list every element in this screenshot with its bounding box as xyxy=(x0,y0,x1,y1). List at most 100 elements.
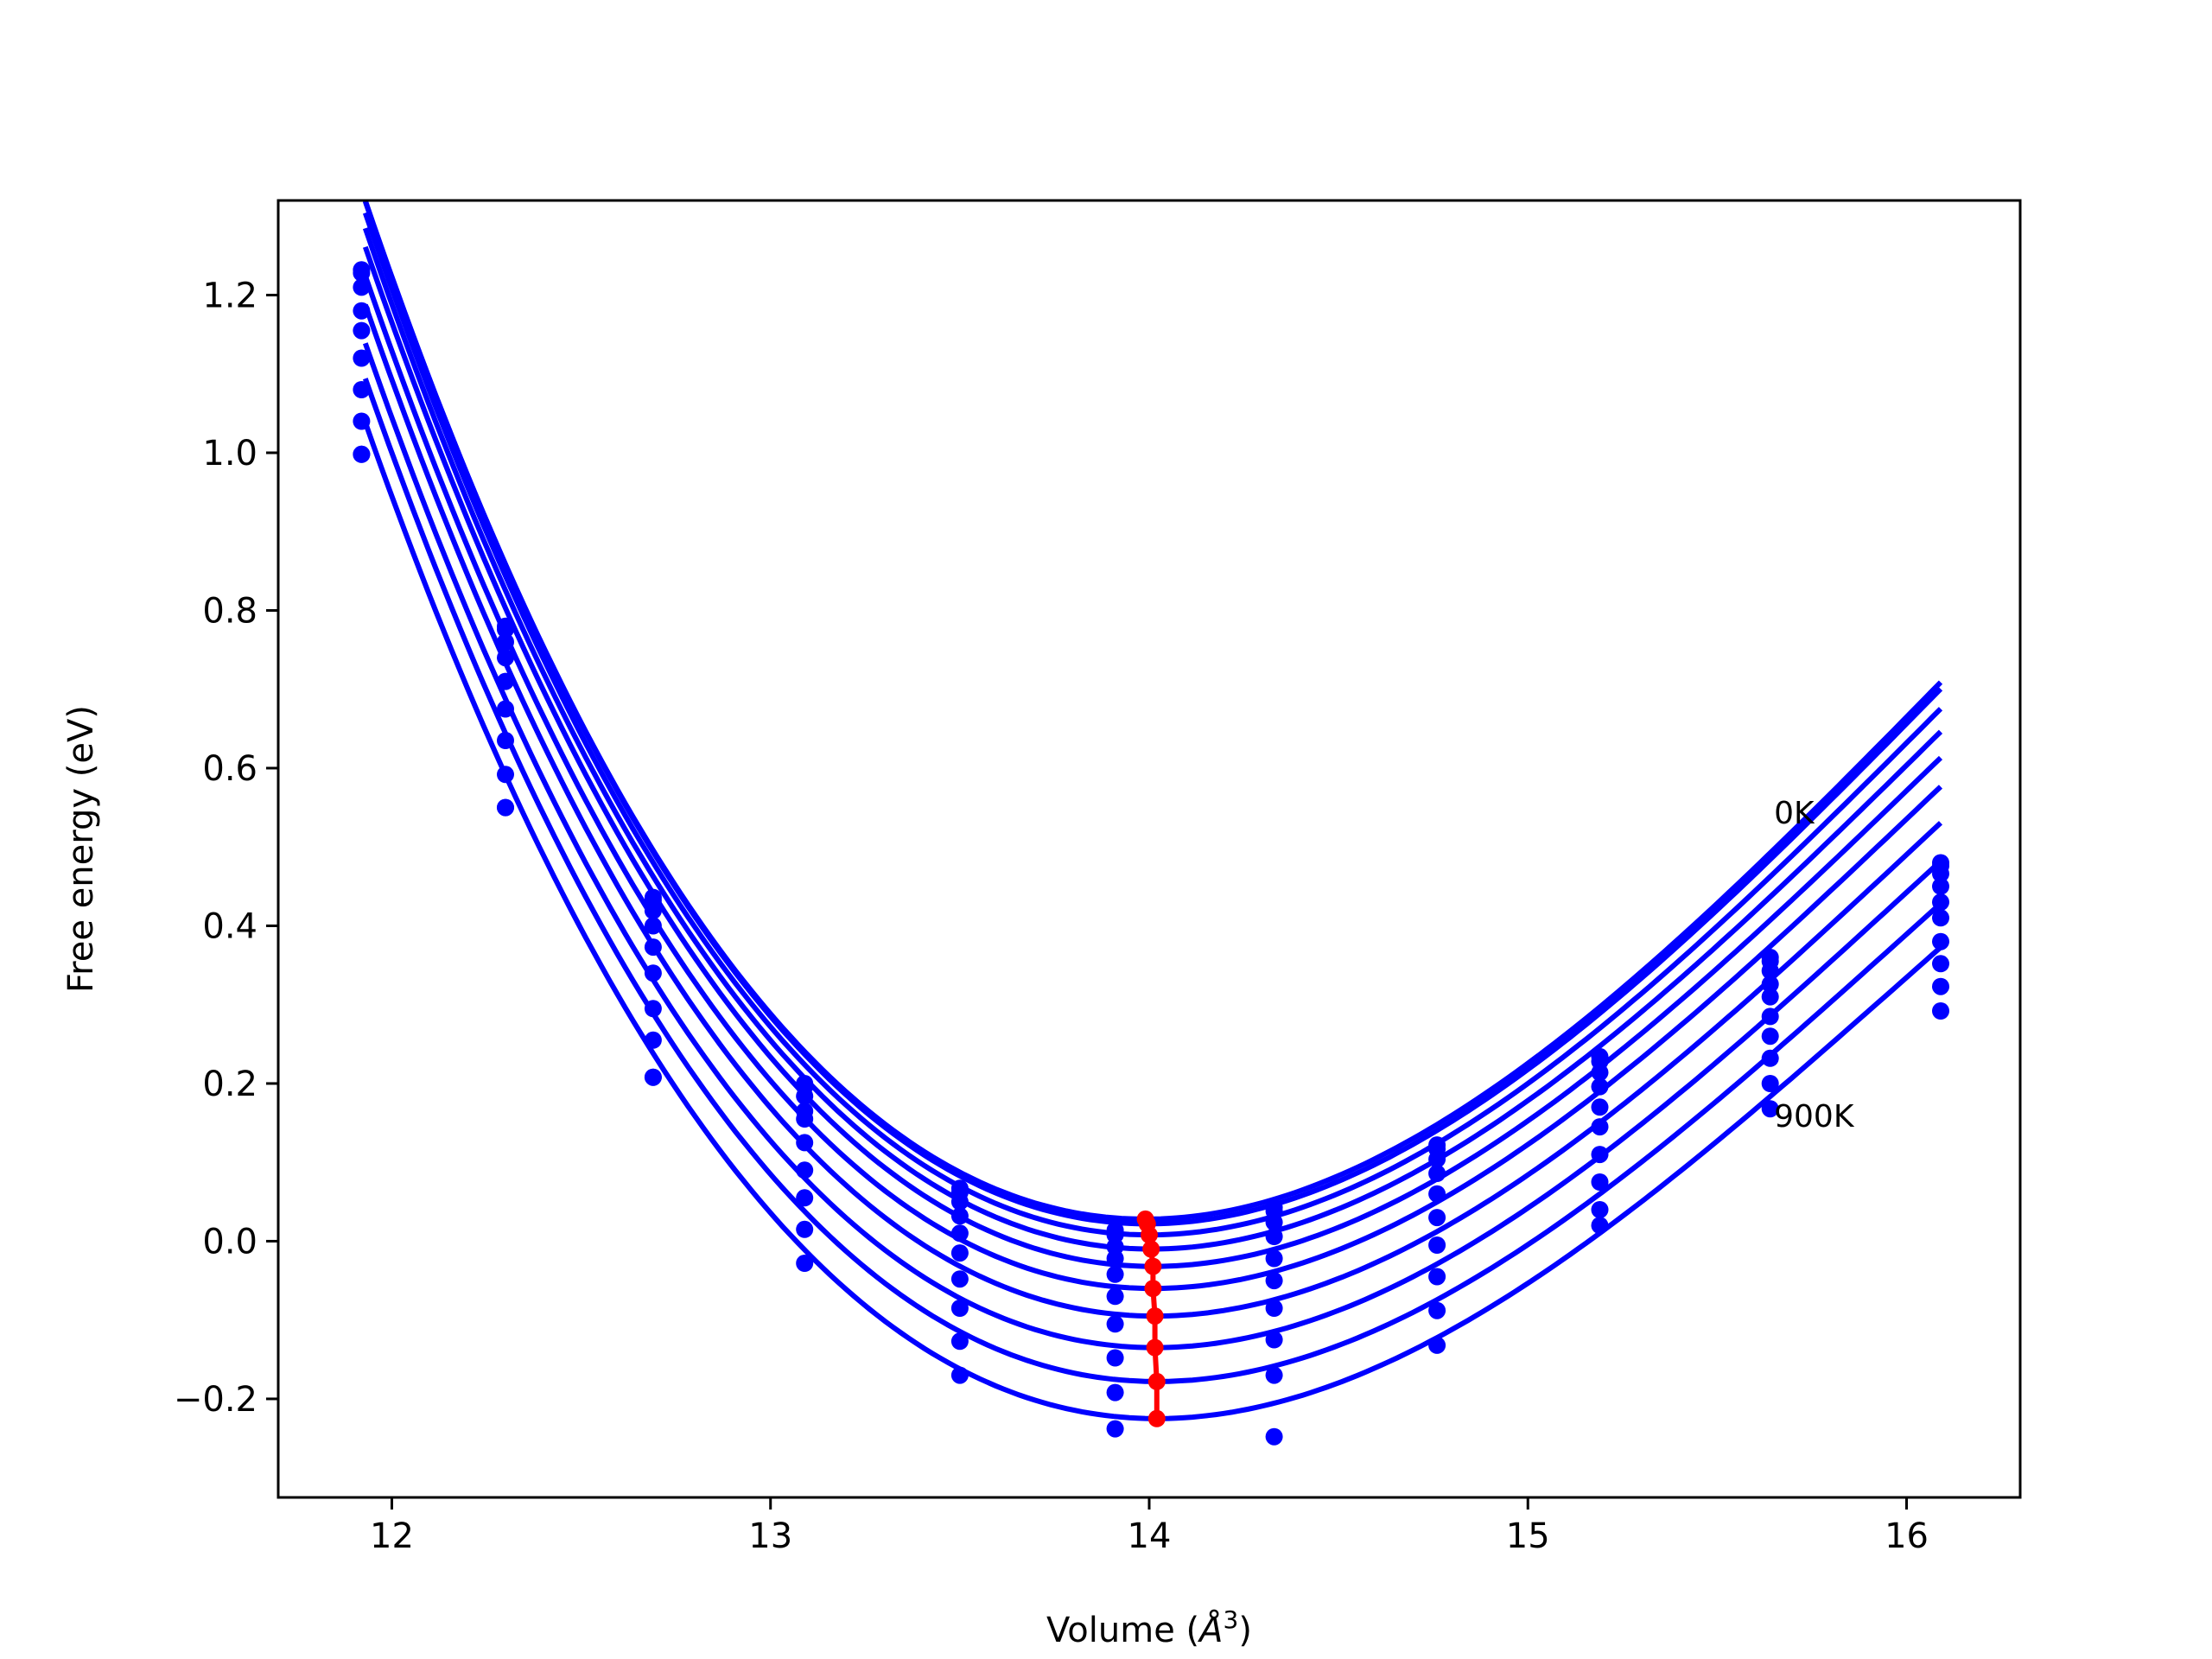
data-point-200K-8 xyxy=(1591,1064,1609,1082)
data-point-500K-0 xyxy=(353,349,371,367)
data-point-700K-5 xyxy=(1106,1349,1124,1367)
data-point-300K-7 xyxy=(1428,1165,1446,1182)
data-point-500K-5 xyxy=(1106,1287,1124,1306)
data-point-400K-4 xyxy=(950,1224,969,1243)
data-point-500K-1 xyxy=(497,700,514,718)
data-point-600K-10 xyxy=(1932,932,1949,950)
data-point-400K-7 xyxy=(1428,1185,1446,1203)
y-tick-label: 0.4 xyxy=(202,906,257,946)
minimum-point-400K xyxy=(1144,1257,1162,1275)
data-point-400K-2 xyxy=(644,938,662,957)
data-point-700K-1 xyxy=(497,766,514,784)
data-point-200K-2 xyxy=(644,902,662,920)
x-axis-label-unit: Å xyxy=(1197,1609,1223,1650)
data-point-300K-5 xyxy=(1106,1249,1124,1268)
data-point-600K-0 xyxy=(353,381,371,398)
data-point-500K-3 xyxy=(796,1134,814,1152)
data-point-300K-6 xyxy=(1265,1228,1283,1245)
data-point-900K-7 xyxy=(1428,1336,1446,1354)
data-point-100K-0 xyxy=(353,264,371,282)
data-point-400K-10 xyxy=(1932,893,1949,912)
minimum-point-700K xyxy=(1146,1338,1164,1357)
data-point-800K-10 xyxy=(1932,977,1949,995)
minimum-points xyxy=(1136,1210,1166,1427)
data-point-700K-6 xyxy=(1265,1331,1283,1349)
data-point-800K-5 xyxy=(1106,1383,1124,1402)
data-point-400K-8 xyxy=(1591,1098,1609,1116)
data-point-800K-9 xyxy=(1761,1075,1779,1092)
x-axis-label-exponent: 3 xyxy=(1224,1605,1239,1634)
data-point-800K-6 xyxy=(1265,1366,1283,1384)
annotation-900K: 900K xyxy=(1774,1099,1855,1135)
data-point-400K-1 xyxy=(497,672,514,690)
x-axis-label-text: Volume ( xyxy=(1046,1611,1199,1650)
data-point-900K-3 xyxy=(796,1255,814,1272)
data-point-600K-5 xyxy=(1106,1315,1124,1333)
data-point-400K-5 xyxy=(1106,1265,1124,1283)
x-tick-label: 14 xyxy=(1128,1516,1172,1556)
data-point-800K-7 xyxy=(1428,1301,1446,1319)
data-point-900K-8 xyxy=(1591,1217,1609,1235)
data-point-600K-3 xyxy=(796,1161,814,1179)
data-point-900K-4 xyxy=(950,1366,969,1384)
data-point-900K-9 xyxy=(1761,1100,1779,1118)
data-point-900K-1 xyxy=(497,798,514,817)
y-axis-label: Free energy (eV) xyxy=(61,705,101,993)
data-point-900K-0 xyxy=(353,445,371,463)
minimum-point-300K xyxy=(1142,1240,1160,1258)
x-axis-label-close: ) xyxy=(1238,1611,1252,1650)
x-tick-label: 15 xyxy=(1506,1516,1550,1556)
data-point-400K-3 xyxy=(796,1110,814,1128)
data-point-400K-0 xyxy=(353,321,371,340)
data-point-700K-7 xyxy=(1428,1268,1446,1286)
data-point-800K-4 xyxy=(950,1332,969,1351)
y-tick-label: −0.2 xyxy=(174,1380,257,1420)
data-point-300K-10 xyxy=(1932,877,1949,895)
x-axis-label: Volume (Å3) xyxy=(1046,1605,1252,1650)
data-point-500K-10 xyxy=(1932,909,1949,927)
data-points xyxy=(353,261,1949,1446)
y-tick-label: 1.0 xyxy=(202,434,257,474)
data-point-600K-4 xyxy=(950,1270,969,1288)
data-point-600K-6 xyxy=(1265,1300,1283,1317)
data-point-200K-0 xyxy=(353,278,371,296)
data-point-700K-9 xyxy=(1761,1049,1779,1067)
data-point-400K-9 xyxy=(1761,988,1779,1006)
data-point-400K-6 xyxy=(1265,1249,1283,1268)
y-tick-label: 0.6 xyxy=(202,749,257,789)
annotations: 0K 900K xyxy=(1774,796,1855,1135)
data-point-200K-6 xyxy=(1265,1213,1283,1231)
x-tick-label: 13 xyxy=(748,1516,792,1556)
data-point-300K-0 xyxy=(353,302,371,320)
data-point-600K-8 xyxy=(1591,1146,1609,1164)
data-point-800K-3 xyxy=(796,1220,814,1238)
data-point-200K-5 xyxy=(1106,1237,1124,1255)
data-point-600K-2 xyxy=(644,1000,662,1018)
x-axis-ticks: 12 13 14 15 16 xyxy=(370,1497,1929,1556)
y-tick-label: 0.8 xyxy=(202,591,257,631)
data-point-200K-7 xyxy=(1428,1150,1446,1168)
data-point-900K-6 xyxy=(1265,1427,1283,1446)
data-point-700K-8 xyxy=(1591,1173,1609,1191)
y-tick-label: 1.2 xyxy=(202,276,257,315)
minimum-point-800K xyxy=(1147,1372,1166,1390)
annotation-0K: 0K xyxy=(1774,796,1815,831)
y-axis-ticks: −0.2 0.0 0.2 0.4 0.6 0.8 1.0 1.2 xyxy=(174,276,278,1420)
data-point-800K-8 xyxy=(1591,1201,1609,1218)
data-point-200K-10 xyxy=(1932,865,1949,883)
data-point-700K-4 xyxy=(950,1300,969,1317)
data-point-600K-1 xyxy=(497,732,514,749)
data-point-300K-4 xyxy=(950,1207,969,1225)
data-point-500K-8 xyxy=(1591,1118,1609,1136)
minimum-point-200K xyxy=(1141,1226,1158,1244)
data-point-100K-1 xyxy=(497,620,514,639)
y-tick-label: 0.2 xyxy=(202,1065,257,1104)
data-point-300K-8 xyxy=(1591,1077,1609,1096)
data-point-500K-9 xyxy=(1761,1007,1779,1026)
minimum-point-600K xyxy=(1146,1307,1164,1325)
data-point-900K-10 xyxy=(1932,1002,1949,1020)
data-point-700K-10 xyxy=(1932,955,1949,973)
x-tick-label: 16 xyxy=(1885,1516,1929,1556)
